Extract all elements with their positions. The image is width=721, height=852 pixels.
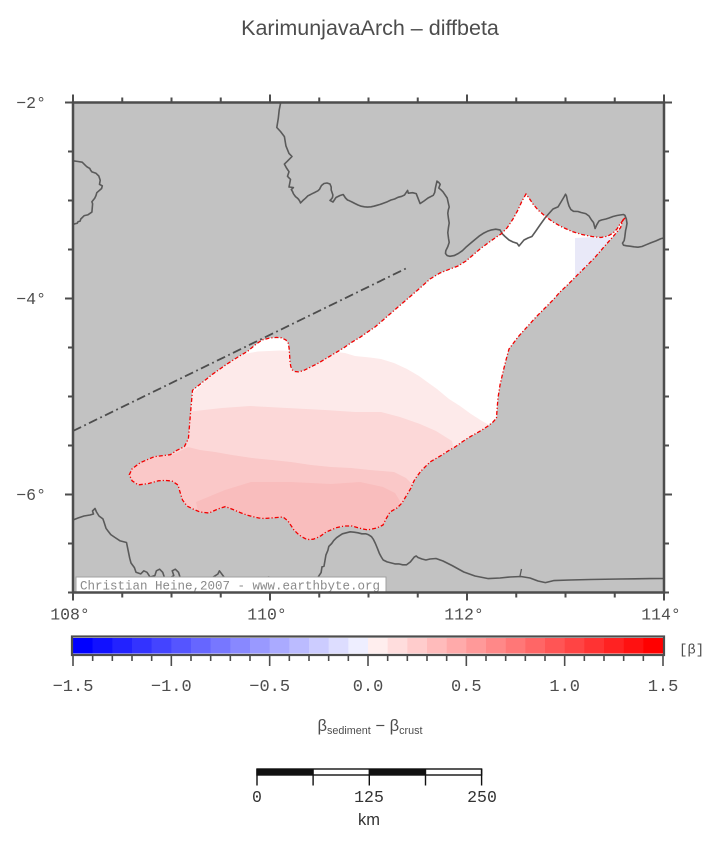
svg-text:−2°: −2° [16, 94, 46, 113]
svg-text:110°: 110° [247, 606, 287, 625]
svg-text:KarimunjavaArch – diffbeta: KarimunjavaArch – diffbeta [241, 16, 499, 40]
svg-text:250: 250 [467, 788, 497, 807]
svg-text:Christian Heine,2007 - www.ear: Christian Heine,2007 - www.earthbyte.org [80, 580, 380, 594]
svg-text:108°: 108° [50, 606, 90, 625]
svg-text:km: km [358, 811, 380, 829]
svg-text:[β]: [β] [679, 643, 704, 659]
svg-text:−1.0: −1.0 [151, 678, 192, 697]
svg-text:0: 0 [252, 788, 262, 807]
svg-text:−4°: −4° [16, 290, 46, 309]
svg-text:114°: 114° [641, 606, 681, 625]
svg-text:−6°: −6° [16, 486, 46, 505]
svg-text:112°: 112° [444, 606, 484, 625]
svg-text:0.0: 0.0 [353, 678, 384, 697]
svg-text:−1.5: −1.5 [53, 678, 94, 697]
svg-text:−0.5: −0.5 [249, 678, 290, 697]
svg-text:0.5: 0.5 [451, 678, 482, 697]
svg-text:1.0: 1.0 [549, 678, 580, 697]
svg-text:1.5: 1.5 [648, 678, 679, 697]
svg-text:125: 125 [354, 788, 384, 807]
